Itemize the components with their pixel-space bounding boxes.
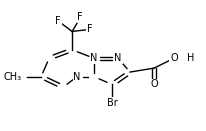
Text: F: F	[55, 16, 61, 26]
Text: H: H	[187, 53, 194, 63]
Text: O: O	[150, 80, 158, 89]
Text: N: N	[114, 53, 122, 63]
Text: F: F	[77, 12, 83, 22]
Text: CH₃: CH₃	[3, 72, 21, 82]
Text: O: O	[170, 53, 178, 63]
Text: Br: Br	[107, 98, 117, 108]
Text: F: F	[87, 24, 93, 34]
Text: N: N	[90, 53, 98, 63]
Text: N: N	[73, 72, 81, 82]
